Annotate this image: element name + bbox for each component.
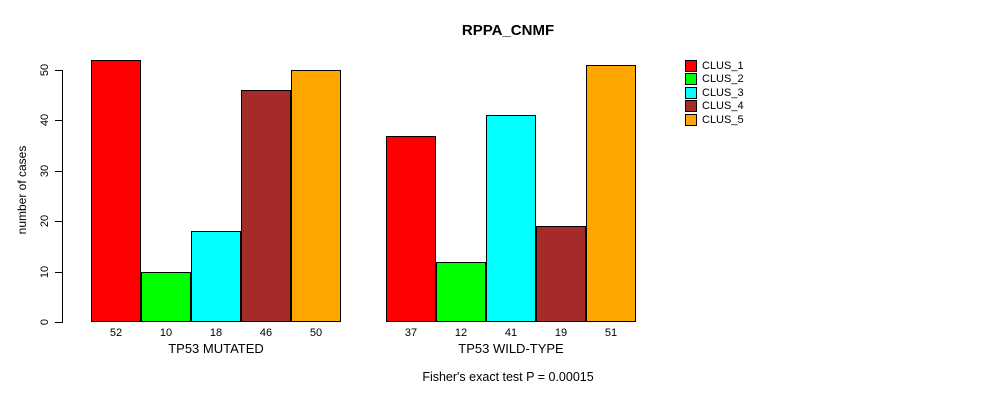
y-axis-tick-label: 10 (39, 265, 51, 279)
y-axis-tick-label: 0 (39, 318, 51, 326)
bar-clus_4 (536, 226, 586, 322)
bar-clus_2 (436, 262, 486, 322)
bar-clus_5 (586, 65, 636, 322)
y-axis-tick-label: 40 (39, 113, 51, 127)
bar-clus_3 (486, 115, 536, 322)
y-axis-tick (55, 221, 62, 222)
y-axis-tick (55, 272, 62, 273)
legend-swatch-clus_3 (685, 86, 697, 99)
footer-note: Fisher's exact test P = 0.00015 (422, 370, 594, 384)
bar-clus_3 (191, 231, 241, 322)
bar-value-label: 50 (309, 327, 323, 339)
bar-value-label: 41 (504, 327, 518, 339)
bar-value-label: 46 (259, 327, 273, 339)
y-axis-tick-label: 30 (39, 164, 51, 178)
y-axis-tick (55, 70, 62, 71)
legend-swatch-clus_2 (685, 73, 697, 86)
y-axis-label: number of cases (15, 145, 29, 235)
bar-value-label: 10 (159, 327, 173, 339)
legend-label: CLUS_2 (702, 73, 744, 86)
legend-label: CLUS_1 (702, 60, 744, 72)
bar-value-label: 19 (554, 327, 568, 339)
group-label: TP53 WILD-TYPE (458, 341, 564, 356)
group-label: TP53 MUTATED (168, 341, 264, 356)
y-axis-tick (55, 322, 62, 323)
bar-clus_4 (241, 90, 291, 322)
legend-label: CLUS_3 (702, 86, 744, 99)
bar-clus_1 (386, 136, 436, 322)
y-axis-tick (55, 120, 62, 121)
bar-value-label: 52 (109, 327, 123, 339)
bar-clus_2 (141, 272, 191, 322)
y-axis-tick-label: 50 (39, 63, 51, 77)
legend-swatch-clus_1 (685, 60, 697, 72)
bar-value-label: 12 (454, 327, 468, 339)
legend-label: CLUS_5 (702, 113, 744, 126)
legend-swatch-clus_4 (685, 100, 697, 113)
bar-clus_5 (291, 70, 341, 322)
bar-value-label: 18 (209, 327, 223, 339)
legend-label: CLUS_4 (702, 100, 744, 113)
y-axis-line (62, 70, 63, 323)
chart-title: RPPA_CNMF (461, 22, 555, 39)
y-axis-tick (55, 171, 62, 172)
bar-clus_1 (91, 60, 141, 322)
legend-swatch-clus_5 (685, 113, 697, 126)
bar-value-label: 37 (404, 327, 418, 339)
bar-value-label: 51 (604, 327, 618, 339)
y-axis-tick-label: 20 (39, 214, 51, 228)
